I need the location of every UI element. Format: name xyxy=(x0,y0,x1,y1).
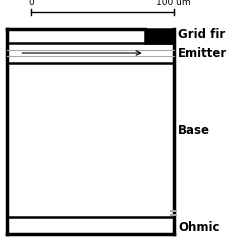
Text: Ohmic: Ohmic xyxy=(178,221,220,234)
Text: Emitter: Emitter xyxy=(178,47,228,60)
Text: Base: Base xyxy=(178,124,210,137)
Bar xyxy=(145,29,174,43)
Text: 100 um: 100 um xyxy=(156,0,191,7)
Text: Grid fir: Grid fir xyxy=(178,28,226,41)
Text: 0: 0 xyxy=(28,0,34,7)
